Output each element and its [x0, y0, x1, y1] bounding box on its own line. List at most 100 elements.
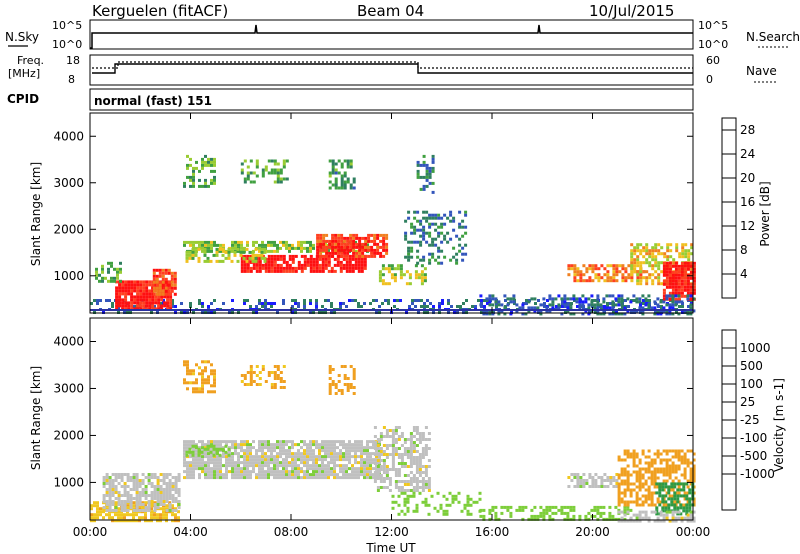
heatmap-cell: [602, 511, 606, 515]
heatmap-cell: [340, 233, 344, 237]
heatmap-cell: [412, 426, 416, 429]
heatmap-cell: [566, 514, 570, 518]
heatmap-cell: [461, 246, 465, 250]
heatmap-cell: [349, 183, 353, 187]
heatmap-cell: [582, 482, 586, 485]
heatmap-cell: [671, 291, 675, 295]
heatmap-cell: [130, 295, 134, 299]
heatmap-cell: [174, 516, 177, 520]
heatmap-cell: [319, 254, 323, 258]
heatmap-cell: [491, 312, 495, 316]
heatmap-cell: [658, 485, 662, 489]
heatmap-cell: [195, 458, 198, 462]
heatmap-cell: [674, 467, 678, 471]
heatmap-cell: [331, 239, 335, 243]
heatmap-cell: [147, 506, 151, 509]
heatmap-cell: [145, 280, 149, 284]
freq-panel-frame: [89, 54, 694, 86]
heatmap-cell: [201, 455, 204, 459]
heatmap-cell: [623, 505, 627, 509]
heatmap-cell: [573, 476, 577, 479]
heatmap-cell: [135, 500, 139, 503]
heatmap-cell: [264, 302, 267, 305]
heatmap-cell: [219, 473, 222, 477]
heatmap-cell: [255, 365, 259, 368]
heatmap-cell: [579, 279, 583, 283]
heatmap-cell: [195, 390, 198, 394]
heatmap-cell: [680, 519, 684, 523]
heatmap-cell: [617, 500, 621, 504]
heatmap-cell: [240, 240, 243, 244]
heatmap-cell: [206, 447, 210, 451]
heatmap-cell: [324, 263, 328, 267]
colorbar-tick-label: 12: [740, 219, 755, 233]
heatmap-cell: [231, 452, 234, 456]
heatmap-cell: [397, 462, 401, 465]
heatmap-cell: [291, 257, 295, 261]
heatmap-cell: [312, 269, 316, 273]
heatmap-cell: [636, 282, 640, 286]
heatmap-cell: [135, 488, 139, 491]
heatmap-cell: [343, 159, 347, 163]
heatmap-cell: [452, 216, 456, 220]
heatmap-cell: [126, 476, 130, 479]
heatmap-cell: [352, 392, 356, 395]
heatmap-cell: [425, 175, 429, 179]
heatmap-cell: [285, 266, 289, 270]
heatmap-cell: [582, 279, 586, 283]
heatmap-cell: [357, 446, 360, 450]
heatmap-cell: [421, 471, 425, 474]
heatmap-cell: [195, 464, 198, 468]
heatmap-cell: [228, 446, 231, 450]
heatmap-cell: [636, 261, 640, 265]
heatmap-cell: [387, 302, 390, 305]
heatmap-cell: [618, 270, 622, 274]
heatmap-cell: [147, 473, 151, 476]
heatmap-cell: [677, 312, 681, 316]
heatmap-cell: [606, 479, 610, 482]
heatmap-cell: [319, 245, 323, 249]
heatmap-cell: [118, 295, 122, 299]
heatmap-cell: [120, 500, 124, 503]
heatmap-cell: [620, 300, 624, 304]
heatmap-cell: [692, 285, 696, 289]
heatmap-cell: [237, 249, 240, 253]
heatmap-cell: [397, 474, 401, 477]
heatmap-cell: [373, 236, 377, 240]
heatmap-cell: [683, 470, 687, 474]
heatmap-cell: [297, 467, 300, 471]
heatmap-cell: [431, 157, 435, 161]
heatmap-cell: [636, 255, 640, 259]
heatmap-cell: [189, 443, 192, 447]
heatmap-cell: [276, 473, 279, 477]
heatmap-cell: [427, 503, 431, 507]
heatmap-cell: [385, 474, 389, 477]
heatmap-cell: [252, 180, 256, 184]
heatmap-cell: [345, 443, 348, 447]
heatmap-cell: [627, 276, 631, 280]
heatmap-cell: [165, 482, 169, 485]
heatmap-cell: [198, 372, 201, 376]
heatmap-cell: [378, 461, 381, 465]
heatmap-cell: [160, 304, 164, 308]
heatmap-cell: [674, 270, 678, 274]
heatmap-cell: [578, 517, 582, 521]
heatmap-cell: [261, 452, 264, 456]
heatmap-cell: [186, 369, 189, 373]
heatmap-cell: [309, 260, 313, 264]
heatmap-cell: [198, 464, 201, 468]
heatmap-cell: [168, 482, 172, 485]
heatmap-cell: [183, 452, 186, 456]
heatmap-cell: [261, 467, 264, 471]
heatmap-cell: [431, 216, 435, 220]
heatmap-cell: [363, 467, 366, 471]
heatmap-cell: [354, 473, 357, 477]
heatmap-cell: [650, 479, 654, 483]
heatmap-cell: [252, 243, 255, 247]
heatmap-cell: [124, 301, 128, 305]
heatmap-cell: [630, 258, 634, 262]
heatmap-cell: [267, 263, 271, 267]
heatmap-cell: [192, 169, 195, 173]
heatmap-cell: [348, 467, 351, 471]
heatmap-cell: [189, 372, 192, 376]
